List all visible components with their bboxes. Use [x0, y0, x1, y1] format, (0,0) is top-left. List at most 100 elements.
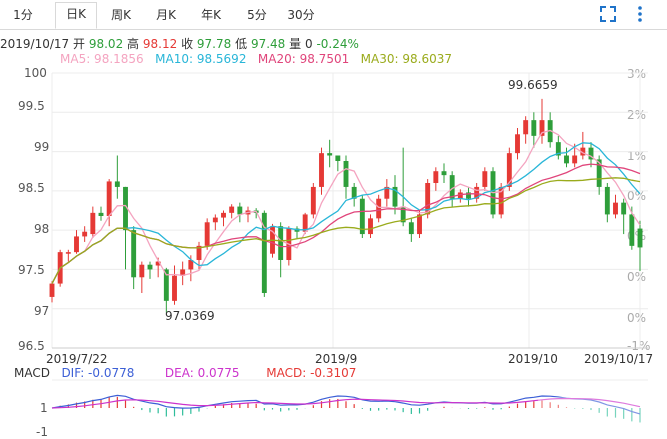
min-annotation: 97.0369: [165, 309, 215, 323]
candle-body: [114, 181, 120, 187]
candle-body: [82, 231, 88, 237]
candle-body: [335, 155, 341, 161]
candle-body: [637, 228, 643, 248]
pct-label: 1%: [627, 149, 647, 163]
macd-y-label: -1: [36, 425, 48, 439]
candle-body: [417, 214, 422, 235]
candle-body: [400, 206, 406, 223]
pct-label: 0%: [627, 311, 647, 325]
dif-label: DIF: -0.0778: [61, 366, 135, 380]
ma20-label: MA20: 98.7501: [257, 52, 350, 66]
candle-body: [613, 202, 618, 215]
candle-body: [204, 222, 210, 246]
y-label: 100: [24, 66, 47, 80]
candle-body: [392, 186, 398, 207]
change-percent: -0.24%: [316, 37, 359, 51]
candle-body: [629, 214, 635, 246]
candle-body: [482, 171, 488, 187]
volume-label: 量: [289, 37, 302, 51]
candle-body: [531, 120, 537, 136]
candle-body: [474, 186, 480, 199]
ma10-label: MA10: 98.5692: [155, 52, 247, 66]
info-date: 2019/10/17: [0, 37, 70, 51]
candle-body: [221, 212, 226, 218]
candle-body: [188, 260, 194, 270]
candle-body: [212, 217, 218, 223]
ma5-line: [51, 129, 641, 284]
pct-label: 3%: [627, 67, 647, 81]
y-label: 99: [34, 140, 50, 154]
tab-5min[interactable]: 5分: [247, 8, 267, 22]
tab-yearly-k[interactable]: 年K: [201, 8, 221, 22]
y-label: 98: [34, 222, 50, 236]
y-label: 97: [34, 304, 50, 318]
candle-body: [564, 155, 569, 164]
pct-label: -1%: [627, 339, 651, 353]
candle-body: [466, 192, 471, 199]
candle-body: [74, 236, 79, 253]
y-label: 96.5: [18, 339, 45, 353]
candle-body: [65, 252, 71, 254]
candle-body: [131, 230, 137, 278]
candle-body: [572, 155, 578, 164]
y-label: 99.5: [18, 99, 45, 113]
candle-body: [49, 283, 55, 297]
candle-body: [261, 212, 267, 293]
tab-daily-k[interactable]: 日K: [55, 2, 97, 29]
more-icon[interactable]: [630, 4, 650, 24]
candle-body: [237, 206, 243, 215]
volume-value: 0: [304, 37, 313, 51]
candle-body: [327, 153, 333, 156]
candle-body: [376, 198, 382, 219]
y-label: 97.5: [18, 263, 45, 277]
candle-body: [596, 159, 602, 187]
candle-body: [425, 183, 431, 215]
candle-body: [621, 202, 627, 215]
high-value: 98.12: [142, 37, 178, 51]
x-label: 2019/10: [508, 352, 558, 366]
open-label: 开: [73, 37, 86, 51]
ma5-label: MA5: 98.1856: [60, 52, 144, 66]
candle-body: [457, 192, 463, 199]
candle-body: [106, 181, 112, 216]
watermark-overlay: [538, 397, 663, 427]
candle-body: [278, 226, 284, 260]
candle-body: [359, 198, 365, 235]
low-label: 低: [235, 37, 248, 51]
candle-body: [351, 186, 357, 199]
x-label: 2019/10/17: [584, 352, 654, 366]
candle-body: [155, 261, 161, 266]
candle-body: [98, 212, 104, 216]
candle-body: [163, 269, 169, 301]
candle-body: [368, 218, 373, 235]
chart-tab-bar: 1分 日K 周K 月K 年K 5分 30分: [0, 0, 667, 30]
candle-body: [180, 269, 186, 276]
candle-body: [302, 214, 308, 232]
tab-weekly-k[interactable]: 周K: [111, 8, 131, 22]
candle-body: [441, 171, 447, 176]
tab-1min[interactable]: 1分: [13, 8, 33, 22]
pct-label: 0%: [627, 270, 647, 284]
candle-body: [147, 264, 153, 270]
dea-line: [51, 398, 641, 409]
candle-body: [196, 245, 202, 260]
max-annotation: 99.6659: [508, 78, 558, 92]
ma30-line: [51, 177, 641, 284]
x-label: 2019/7/22: [46, 352, 108, 366]
dif-line: [51, 394, 641, 415]
dea-label: DEA: 0.0775: [164, 366, 240, 380]
candle-body: [229, 206, 235, 213]
ma10-line: [51, 142, 641, 284]
tab-monthly-k[interactable]: 月K: [156, 8, 176, 22]
pct-label: 2%: [627, 108, 647, 122]
y-label: 98.5: [18, 181, 45, 195]
candle-body: [449, 175, 455, 199]
macd-legend: MACD DIF: -0.0778 DEA: 0.0775 MACD: -0.3…: [14, 366, 356, 380]
open-value: 98.02: [88, 37, 124, 51]
candle-body: [580, 147, 586, 156]
fullscreen-icon[interactable]: [598, 4, 618, 24]
candle-body: [139, 264, 145, 278]
pct-label: 0%: [627, 189, 647, 203]
high-label: 高: [127, 37, 140, 51]
tab-30min[interactable]: 30分: [287, 8, 315, 22]
